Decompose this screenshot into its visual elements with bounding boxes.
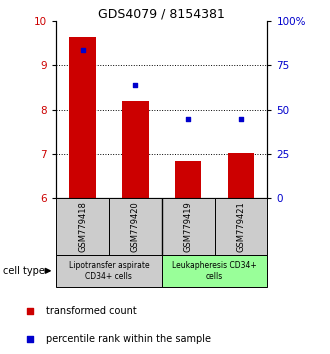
Bar (56, 255, 162, 287)
Point (27, 336, 32, 341)
Text: GSM779419: GSM779419 (183, 201, 193, 252)
Bar (122, 101, 148, 198)
Text: transformed count: transformed count (46, 306, 137, 316)
Point (80, 47, 85, 53)
Bar (109, 198, 162, 255)
Bar (69, 37, 96, 198)
Text: cell type: cell type (3, 266, 45, 276)
Bar (228, 153, 254, 198)
Bar (175, 161, 201, 198)
Point (27, 308, 32, 314)
Bar (56, 198, 109, 255)
Text: percentile rank within the sample: percentile rank within the sample (46, 333, 211, 343)
Text: GSM779421: GSM779421 (236, 201, 246, 252)
Text: GSM779420: GSM779420 (131, 201, 140, 252)
Bar (214, 198, 267, 255)
Title: GDS4079 / 8154381: GDS4079 / 8154381 (98, 7, 225, 20)
Text: Lipotransfer aspirate
CD34+ cells: Lipotransfer aspirate CD34+ cells (69, 261, 149, 280)
Point (238, 116, 244, 121)
Bar (162, 198, 214, 255)
Text: Leukapheresis CD34+
cells: Leukapheresis CD34+ cells (172, 261, 257, 280)
Point (133, 82, 138, 88)
Text: GSM779418: GSM779418 (78, 201, 87, 252)
Bar (162, 255, 267, 287)
Point (185, 117, 191, 122)
